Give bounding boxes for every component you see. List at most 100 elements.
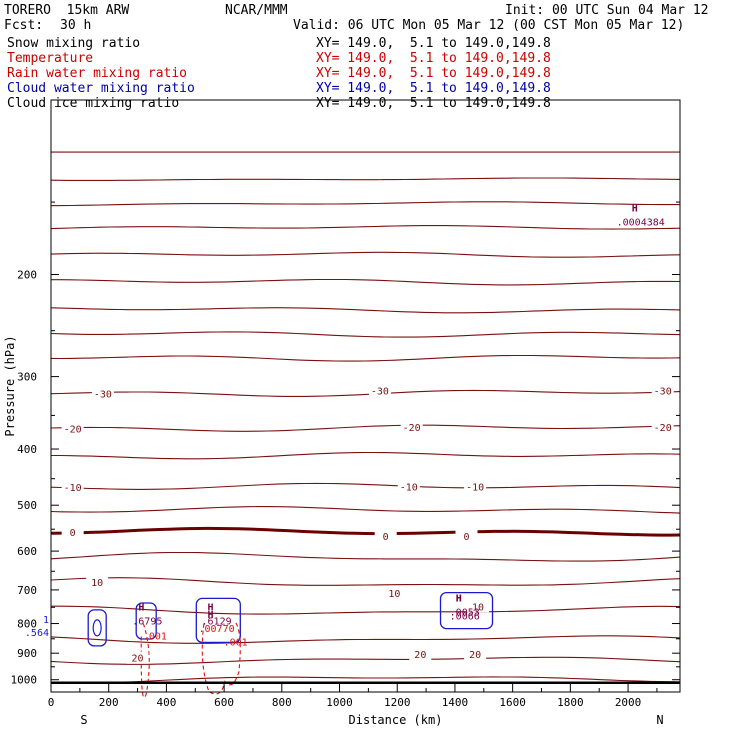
isotherm-label-bg bbox=[61, 422, 84, 435]
maximum-marker: H bbox=[456, 593, 462, 604]
isotherm-label-bg bbox=[397, 480, 420, 493]
isotherm-label: 20 bbox=[469, 650, 481, 661]
isotherm-line bbox=[50, 354, 681, 362]
isotherm-label: -30 bbox=[371, 386, 389, 397]
isotherm-label-bg bbox=[368, 384, 391, 397]
isotherm-line bbox=[51, 278, 681, 286]
y-tick-label: 400 bbox=[17, 443, 37, 456]
isotherm-line bbox=[50, 676, 681, 684]
cloud-water-contour bbox=[135, 602, 157, 640]
legend-name-snow: Snow mixing ratio bbox=[7, 36, 141, 51]
y-tick-label: 1000 bbox=[11, 674, 38, 687]
isotherm-label: -10 bbox=[466, 482, 484, 493]
isotherm-label-bg bbox=[651, 421, 674, 434]
maximum-value: .0066 bbox=[450, 611, 480, 622]
isotherm-label-bg bbox=[467, 600, 490, 613]
y-tick-label: 500 bbox=[17, 499, 37, 512]
x-tick-label: 200 bbox=[99, 696, 119, 709]
isotherm-label-bg bbox=[400, 421, 423, 434]
forecast-label: Fcst: bbox=[4, 18, 44, 33]
north-end-label: N bbox=[656, 713, 663, 727]
isotherm-line bbox=[50, 526, 681, 537]
x-tick-label: 400 bbox=[156, 696, 176, 709]
center-name: NCAR/MMM bbox=[225, 3, 288, 18]
x-tick-label: 600 bbox=[214, 696, 234, 709]
maximum-marker: H bbox=[456, 593, 462, 604]
isotherm-label-bg bbox=[464, 648, 487, 661]
isotherm-line bbox=[50, 389, 681, 397]
model-title: TORERO 15km ARW bbox=[4, 3, 130, 18]
x-tick-label: 1400 bbox=[442, 696, 469, 709]
isotherm-line bbox=[50, 177, 681, 181]
cloud-water-contour bbox=[439, 591, 494, 630]
isotherm-label: -20 bbox=[64, 424, 82, 435]
cloud-water-contour bbox=[195, 597, 241, 644]
isotherm-line bbox=[50, 331, 681, 338]
x-tick-label: 0 bbox=[48, 696, 55, 709]
isotherm-label-bg bbox=[651, 384, 674, 397]
maximum-marker: H bbox=[632, 203, 638, 214]
isotherm-label: -30 bbox=[94, 389, 112, 400]
isotherm-label-bg bbox=[86, 575, 109, 588]
isotherm-line bbox=[51, 451, 681, 460]
forecast-hours: 30 h bbox=[60, 18, 92, 33]
maximum-value: .6795 bbox=[132, 616, 162, 627]
isotherm-label-bg bbox=[455, 529, 478, 542]
isotherm-line bbox=[50, 506, 681, 514]
legend-xy-rain: XY= 149.0, 5.1 to 149.0,149.8 bbox=[316, 66, 551, 81]
isotherm-line bbox=[50, 635, 681, 644]
valid-time: Valid: 06 UTC Mon 05 Mar 12 (00 CST Mon … bbox=[293, 18, 685, 33]
isotherm-line bbox=[50, 424, 681, 432]
x-tick-label: 2000 bbox=[615, 696, 642, 709]
cloud-water-contour bbox=[92, 619, 102, 637]
isotherm-line bbox=[50, 656, 681, 665]
isotherm-line bbox=[51, 605, 681, 615]
maximum-value: .0053 bbox=[450, 607, 480, 618]
y-tick-label: 900 bbox=[17, 647, 37, 660]
isotherm-label: 10 bbox=[472, 602, 484, 613]
x-tick-label: 1000 bbox=[326, 696, 353, 709]
maximum-marker: H bbox=[208, 610, 214, 621]
y-tick-label: 800 bbox=[17, 618, 37, 631]
isotherm-label: -20 bbox=[654, 423, 672, 434]
x-axis-label: Distance (km) bbox=[349, 713, 443, 727]
isotherm-label: 10 bbox=[91, 578, 103, 589]
maximum-value: .00770 bbox=[199, 624, 235, 635]
isotherm-line bbox=[50, 251, 681, 258]
isotherm-label-bg bbox=[61, 481, 84, 494]
isotherm-label: -10 bbox=[400, 482, 418, 493]
isotherm-label: 20 bbox=[132, 654, 144, 665]
x-tick-label: 1600 bbox=[499, 696, 526, 709]
x-tick-label: 800 bbox=[272, 696, 292, 709]
isotherm-label-bg bbox=[383, 587, 406, 600]
isotherm-label: -10 bbox=[64, 483, 82, 494]
isotherm-label-bg bbox=[409, 648, 432, 661]
maximum-marker: H bbox=[208, 602, 214, 613]
legend-xy-cloud-water: XY= 149.0, 5.1 to 149.0,149.8 bbox=[316, 81, 551, 96]
y-tick-label: 700 bbox=[17, 584, 37, 597]
maximum-marker: H bbox=[138, 602, 144, 613]
isotherm-label-bg bbox=[374, 529, 397, 542]
x-tick-label: 1200 bbox=[384, 696, 411, 709]
isotherm-line bbox=[50, 307, 681, 314]
y-tick-label: 600 bbox=[17, 545, 37, 558]
isotherm-line bbox=[50, 201, 680, 207]
legend-name-cloud-water: Cloud water mixing ratio bbox=[7, 81, 195, 96]
legend-name-rain: Rain water mixing ratio bbox=[7, 66, 188, 81]
rain-contour-label: .001 bbox=[224, 638, 248, 649]
isotherm-label: 10 bbox=[388, 589, 400, 600]
isotherm-line bbox=[50, 482, 681, 490]
isotherm-label: 0 bbox=[463, 532, 469, 543]
edge-value-label: 1 bbox=[43, 615, 49, 626]
isotherm-label-bg bbox=[126, 651, 149, 664]
maximum-value: .0004384 bbox=[617, 217, 665, 228]
isotherm-label: 0 bbox=[383, 532, 389, 543]
legend-name-temperature: Temperature bbox=[7, 51, 94, 66]
isotherm-label: 20 bbox=[414, 650, 426, 661]
isotherm-label-bg bbox=[61, 525, 84, 538]
y-axis-label: Pressure (hPa) bbox=[3, 335, 17, 436]
legend-xy-temperature: XY= 149.0, 5.1 to 149.0,149.8 bbox=[316, 51, 551, 66]
edge-value-label: .564 bbox=[25, 628, 49, 639]
isotherm-label: -30 bbox=[654, 386, 672, 397]
